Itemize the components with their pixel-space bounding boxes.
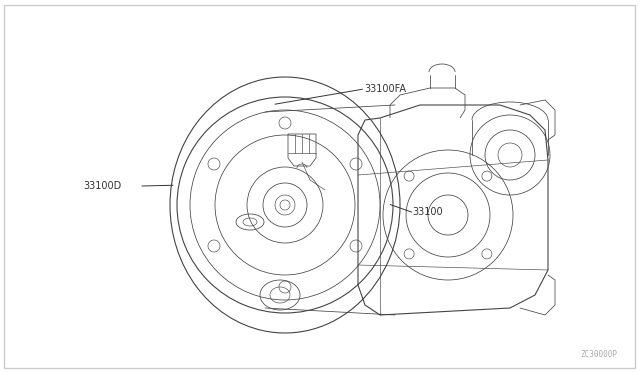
Text: 33100FA: 33100FA [365,84,407,94]
Text: 33100D: 33100D [83,181,122,191]
Text: ZC30000P: ZC30000P [580,350,618,359]
Text: 33100: 33100 [413,207,444,217]
